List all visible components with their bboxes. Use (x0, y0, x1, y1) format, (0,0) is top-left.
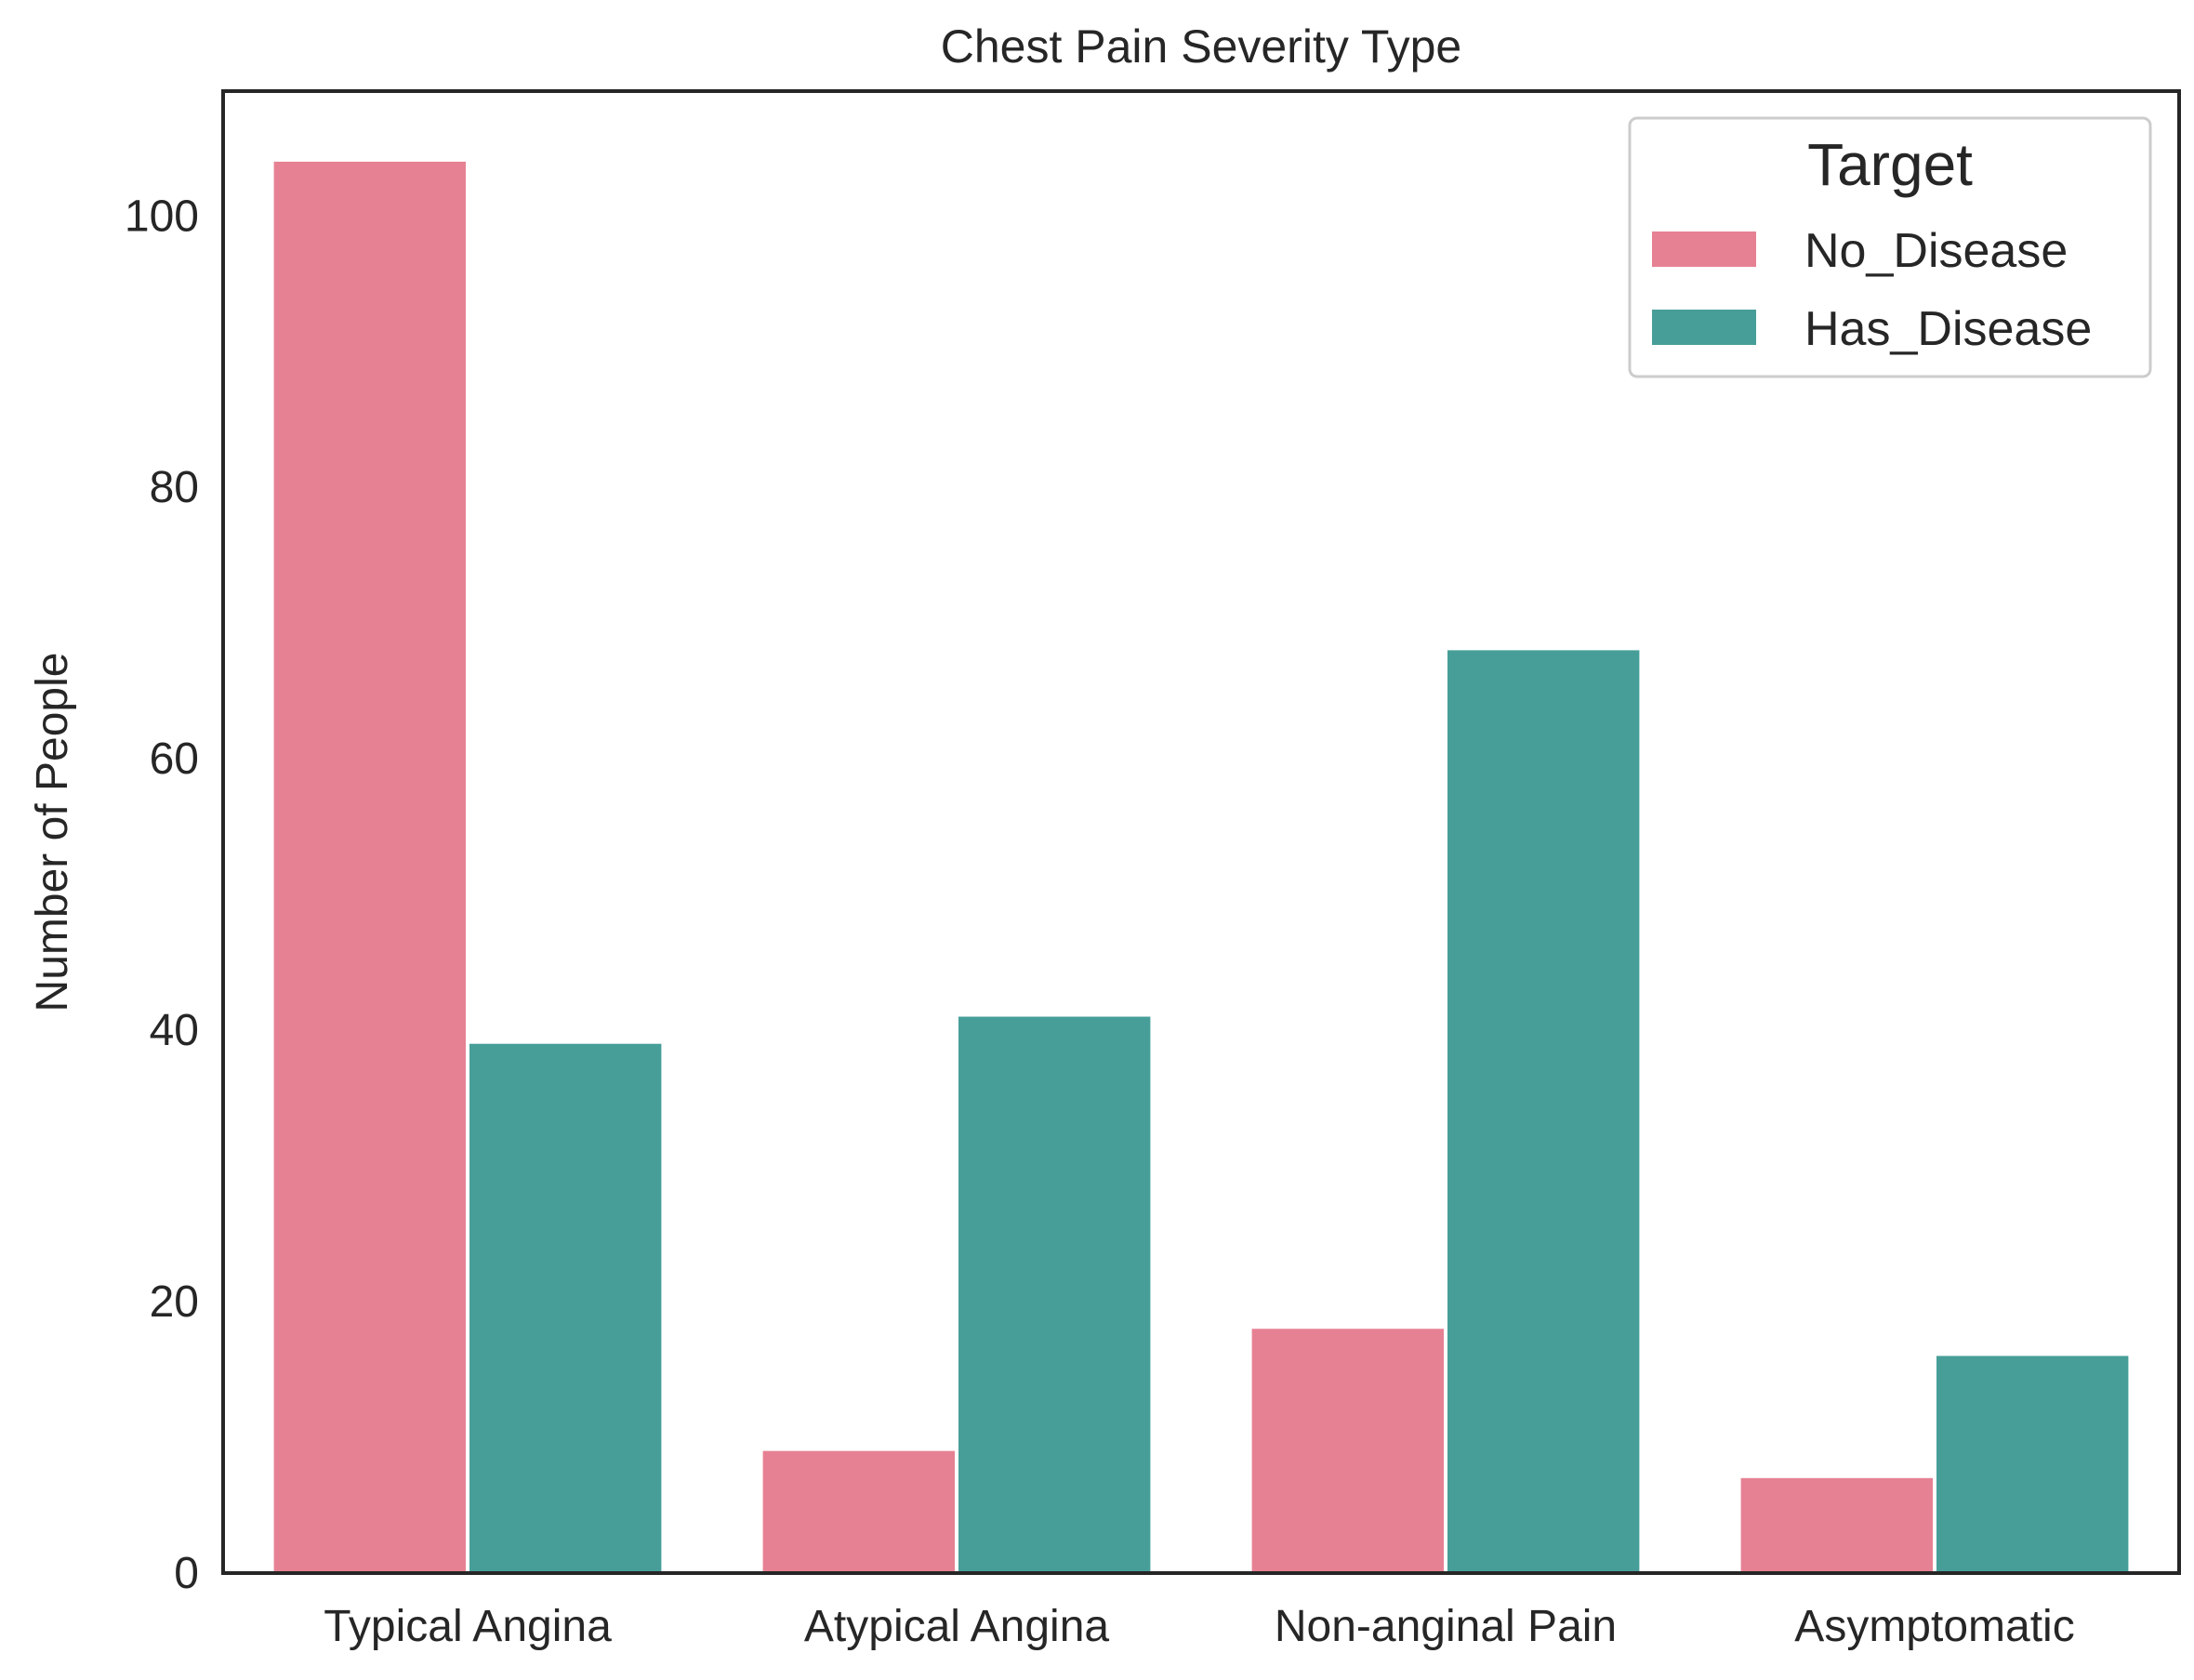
legend-title: Target (1807, 131, 1973, 198)
bar-no-disease-atypical-angina (762, 1450, 955, 1573)
y-tick-label: 100 (125, 192, 199, 241)
bar-has-disease-non-anginal-pain (1447, 650, 1640, 1573)
y-tick-label: 80 (150, 463, 199, 512)
bar-has-disease-typical-angina (469, 1043, 662, 1573)
bar-no-disease-typical-angina (273, 161, 466, 1573)
x-tick-label-atypical-angina: Atypical Angina (804, 1602, 1110, 1651)
x-tick-label-asymptomatic: Asymptomatic (1794, 1602, 2074, 1651)
legend-label-has-disease: Has_Disease (1804, 302, 2092, 356)
legend-box (1628, 116, 2152, 378)
y-tick-label: 20 (150, 1277, 199, 1327)
y-tick-label: 40 (150, 1006, 199, 1055)
legend-swatch-has-disease (1652, 310, 1756, 345)
legend: Target No_Disease Has_Disease (1628, 116, 2152, 378)
x-axis: Typical Angina Atypical Angina Non-anginal… (324, 1602, 2074, 1651)
bar-has-disease-asymptomatic (1936, 1356, 2129, 1573)
y-tick-label: 60 (150, 734, 199, 784)
y-axis-title: Number of People (28, 653, 77, 1012)
bar-has-disease-atypical-angina (958, 1016, 1151, 1573)
x-tick-label-non-anginal-pain: Non-anginal Pain (1275, 1602, 1617, 1651)
chart-title: Chest Pain Severity Type (941, 20, 1461, 73)
bar-no-disease-asymptomatic (1740, 1477, 1933, 1573)
legend-label-no-disease: No_Disease (1804, 224, 2068, 278)
plot-frame (221, 89, 2181, 1575)
x-tick-label-typical-angina: Typical Angina (324, 1602, 612, 1651)
legend-swatch-no-disease (1652, 231, 1756, 267)
bars (273, 161, 2129, 1573)
y-tick-label: 0 (174, 1549, 199, 1598)
y-axis: 0 20 40 60 80 100 (125, 192, 199, 1598)
bar-no-disease-non-anginal-pain (1251, 1329, 1444, 1573)
